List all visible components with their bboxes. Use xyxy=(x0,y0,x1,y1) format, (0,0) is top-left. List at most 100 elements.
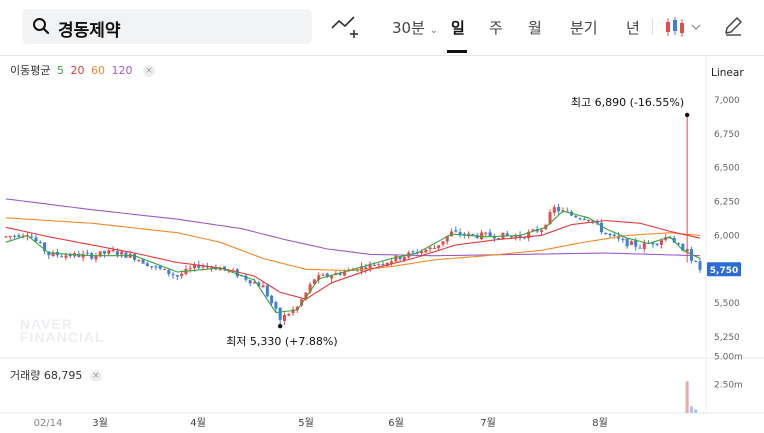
candle-body xyxy=(552,207,556,213)
candle-body xyxy=(150,266,154,268)
candle-body xyxy=(248,280,252,284)
candle-body xyxy=(124,252,128,258)
candle-body xyxy=(578,218,582,220)
candle-body xyxy=(385,262,389,267)
tab-day[interactable]: 일 xyxy=(451,19,465,37)
candle-body xyxy=(167,269,171,275)
candle-body xyxy=(604,232,608,235)
candle-body xyxy=(634,240,638,247)
candle-body xyxy=(381,263,385,265)
legend-ma5: 5 xyxy=(56,64,64,77)
low-annotation: 최저 5,330 (+7.88%) xyxy=(226,335,337,348)
candle-body xyxy=(364,267,368,270)
candle-body xyxy=(115,251,119,255)
x-tick-label: 6월 xyxy=(388,417,404,429)
candle-body xyxy=(510,236,514,238)
close-icon[interactable]: × xyxy=(142,65,155,77)
candle-body xyxy=(218,267,222,271)
candle-body xyxy=(111,249,115,252)
search-icon xyxy=(33,18,50,35)
pencil-icon[interactable] xyxy=(722,15,744,37)
candle-body xyxy=(163,268,167,270)
candle-body xyxy=(377,264,381,266)
candle-body xyxy=(672,237,676,243)
candle-body xyxy=(698,261,702,270)
candle-body xyxy=(471,234,475,236)
price-tick-label: 7,000 xyxy=(714,96,740,106)
candle-body xyxy=(171,274,175,276)
volume-title: 거래량 xyxy=(10,369,41,382)
candle-body xyxy=(454,230,458,232)
candle-body xyxy=(629,241,633,245)
candle-body xyxy=(30,236,34,238)
candle-body xyxy=(441,241,445,245)
candle-body xyxy=(274,302,278,309)
tab-year[interactable]: 년 xyxy=(626,19,640,37)
candle-body xyxy=(342,271,346,276)
legend-title: 이동평균 xyxy=(10,64,51,77)
candle-body xyxy=(402,256,406,261)
candle-body xyxy=(488,232,492,237)
ma120-line xyxy=(5,198,701,257)
active-tab-indicator xyxy=(447,50,467,53)
candle-body xyxy=(330,275,334,279)
candle-body xyxy=(582,218,586,220)
candle-body xyxy=(192,264,196,269)
x-tick-label: 02/14 xyxy=(34,418,63,429)
candle-body xyxy=(120,251,124,255)
candle-body xyxy=(201,266,205,268)
price-tick-label: 6,250 xyxy=(714,198,740,208)
candle-body xyxy=(638,247,642,249)
candle-body xyxy=(158,265,162,269)
candle-body xyxy=(411,251,415,253)
draw-trendline-icon[interactable] xyxy=(330,14,358,40)
toolbar-divider xyxy=(652,19,653,35)
candle-body xyxy=(64,255,68,258)
tab-month[interactable]: 월 xyxy=(528,19,542,37)
candle-body xyxy=(197,264,201,268)
interval-dropdown[interactable]: 30분 ⌄ xyxy=(392,17,438,38)
ma20-line xyxy=(5,219,701,300)
candle-body xyxy=(360,266,364,272)
candle-body xyxy=(287,314,291,316)
low-marker xyxy=(277,323,283,329)
candle-body xyxy=(21,235,25,237)
candle-body xyxy=(398,256,402,260)
x-tick-label: 5월 xyxy=(298,417,314,429)
candle-body xyxy=(677,243,681,245)
candle-body xyxy=(325,273,329,278)
candle-body xyxy=(659,240,663,245)
volume-tick-label: 5.00m xyxy=(714,352,743,362)
tab-quarter[interactable]: 분기 xyxy=(570,19,598,37)
candle-body xyxy=(608,233,612,236)
legend-ma60: 60 xyxy=(90,64,105,77)
candle-body xyxy=(291,309,295,314)
chevron-down-icon: ⌄ xyxy=(429,25,439,36)
stock-search-box[interactable]: 경동제약 xyxy=(22,9,312,44)
scale-mode-toggle[interactable]: Linear xyxy=(711,67,744,79)
x-tick-label: 4월 xyxy=(190,417,206,429)
candle-body xyxy=(372,264,376,266)
candle-body xyxy=(458,232,462,235)
volume-bar xyxy=(694,409,698,413)
candle-body xyxy=(437,245,441,249)
candle-body xyxy=(98,251,102,257)
volume-bar xyxy=(685,381,689,413)
candle-body xyxy=(612,234,616,236)
tab-week[interactable]: 주 xyxy=(489,19,503,37)
chart-type-candle-icon[interactable] xyxy=(664,15,704,39)
candle-body xyxy=(51,252,55,257)
candle-body xyxy=(557,206,561,212)
candle-body xyxy=(424,249,428,253)
candle-body xyxy=(312,279,316,285)
candle-body xyxy=(235,269,239,277)
search-query[interactable]: 경동제약 xyxy=(58,21,121,41)
volume-legend: 거래량 68,795 × xyxy=(10,367,102,383)
candle-body xyxy=(107,250,111,254)
close-icon[interactable]: × xyxy=(89,370,102,382)
x-tick-label: 8월 xyxy=(592,417,608,429)
candle-body xyxy=(188,268,192,270)
legend-ma20: 20 xyxy=(70,64,85,77)
candle-body xyxy=(651,242,655,245)
